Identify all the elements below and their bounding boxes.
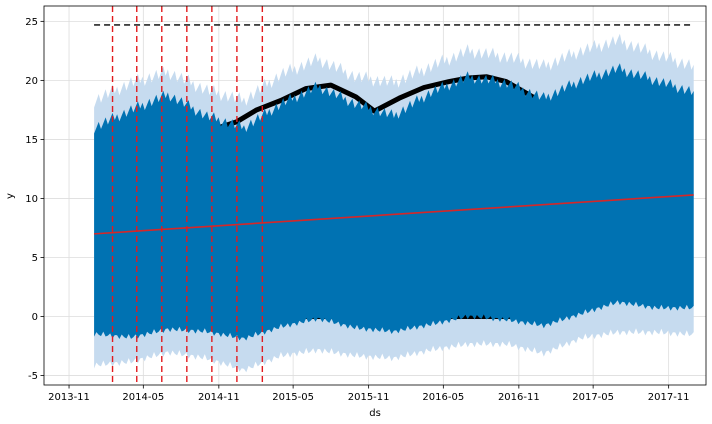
x-tick-label: 2017-05 xyxy=(572,392,614,403)
x-tick-label: 2014-05 xyxy=(122,392,164,403)
x-tick-label: 2016-05 xyxy=(422,392,464,403)
x-tick-label: 2013-11 xyxy=(48,392,90,403)
x-tick-label: 2015-11 xyxy=(348,392,390,403)
x-tick-label: 2015-05 xyxy=(272,392,314,403)
plot-area xyxy=(44,6,706,385)
y-tick-label: 25 xyxy=(25,17,38,28)
x-tick-label: 2016-11 xyxy=(498,392,540,403)
plot-frame xyxy=(43,5,707,386)
x-tick-label: 2017-11 xyxy=(648,392,690,403)
x-tick-label: 2014-11 xyxy=(198,392,240,403)
y-tick-label: 0 xyxy=(32,312,38,323)
forecast-band xyxy=(94,63,694,341)
y-tick-label: 5 xyxy=(32,253,38,264)
x-axis-label: ds xyxy=(369,408,381,419)
y-tick-label: 20 xyxy=(25,76,38,87)
trend-line xyxy=(94,194,694,235)
y-tick-label: 10 xyxy=(25,194,38,205)
y-tick-label: 15 xyxy=(25,135,38,146)
y-axis-label: y xyxy=(5,193,16,199)
y-tick-label: -5 xyxy=(28,371,38,382)
axis-ticks: -5 0 5 10 15 20 25 2013-11 2014-05 2014-11 2015-05… xyxy=(25,17,689,403)
